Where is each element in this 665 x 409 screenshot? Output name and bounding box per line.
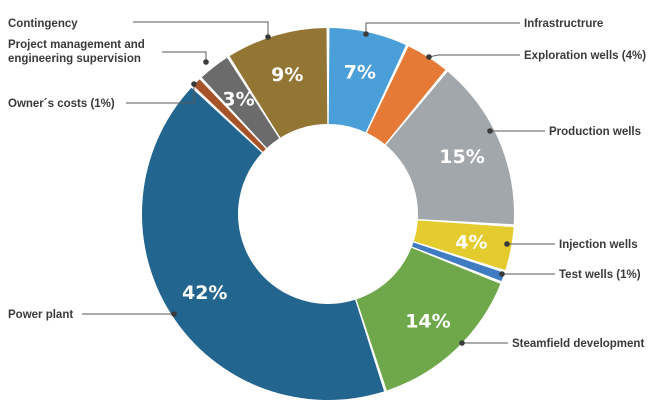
leader-dot-exploration-wells bbox=[426, 54, 432, 60]
slice-contingency bbox=[229, 28, 328, 138]
leader-dot-production-wells bbox=[487, 128, 493, 134]
leader-infrastructrure bbox=[365, 22, 520, 34]
pct-label-production-wells: 15% bbox=[439, 146, 484, 168]
slice-test-wells bbox=[411, 242, 505, 282]
pct-label-infrastructrure: 7% bbox=[344, 62, 376, 84]
leader-dot-infrastructrure bbox=[363, 31, 369, 37]
leader-project-management-and-engineering-supervision bbox=[162, 51, 207, 62]
leader-dot-power-plant bbox=[171, 311, 177, 317]
ext-label-power-plant: Power plant bbox=[8, 309, 73, 321]
ext-label-test-wells: Test wells (1%) bbox=[559, 269, 641, 281]
pct-label-project-management-and-engineering-supervision: 3% bbox=[222, 89, 254, 111]
leader-dot-injection-wells bbox=[504, 241, 510, 247]
ext-label-contingency: Contingency bbox=[8, 18, 78, 30]
leader-contingency bbox=[133, 21, 269, 37]
labels-group: 7% 15% 4% 14% 42% 3% 9% Infrastructrure Explorat… bbox=[8, 18, 646, 350]
leader-dot-contingency bbox=[265, 34, 271, 40]
slices-group bbox=[141, 28, 515, 400]
leader-owner-s-costs bbox=[126, 84, 195, 104]
ext-label-production-wells: Production wells bbox=[549, 126, 641, 138]
leader-dot-steamfield-development bbox=[459, 340, 465, 346]
leader-exploration-wells bbox=[428, 54, 520, 58]
leader-dot-owner-s-costs bbox=[191, 81, 197, 87]
ext-label-infrastructrure: Infrastructrure bbox=[524, 18, 603, 30]
ext-label-project-management-and-engineering-supervision: Project management and engineering superv… bbox=[8, 39, 145, 65]
slice-project-management-and-engineering-supervision bbox=[201, 57, 280, 148]
slice-infrastructrure bbox=[328, 28, 406, 133]
slice-power-plant bbox=[141, 87, 385, 400]
slice-exploration-wells bbox=[366, 46, 446, 145]
ext-label-exploration-wells: Exploration wells (4%) bbox=[524, 50, 646, 62]
slice-production-wells bbox=[385, 71, 515, 225]
ext-label-steamfield-development: Steamfield development bbox=[512, 338, 644, 350]
pct-label-power-plant: 42% bbox=[182, 282, 227, 304]
slice-steamfield-development bbox=[356, 247, 501, 391]
leader-dot-project-management-and-engineering-supervision bbox=[203, 59, 209, 65]
slice-injection-wells bbox=[413, 220, 514, 271]
slice-owner-s-costs bbox=[193, 79, 266, 152]
pct-label-steamfield-development: 14% bbox=[405, 310, 450, 332]
leader-dot-test-wells bbox=[499, 271, 505, 277]
leaders-group bbox=[82, 21, 555, 346]
ext-label-owner-s-costs: Owner´s costs (1%) bbox=[8, 98, 115, 110]
pct-label-injection-wells: 4% bbox=[455, 231, 487, 253]
pct-label-contingency: 9% bbox=[271, 64, 303, 86]
ext-label-injection-wells: Injection wells bbox=[559, 239, 638, 251]
